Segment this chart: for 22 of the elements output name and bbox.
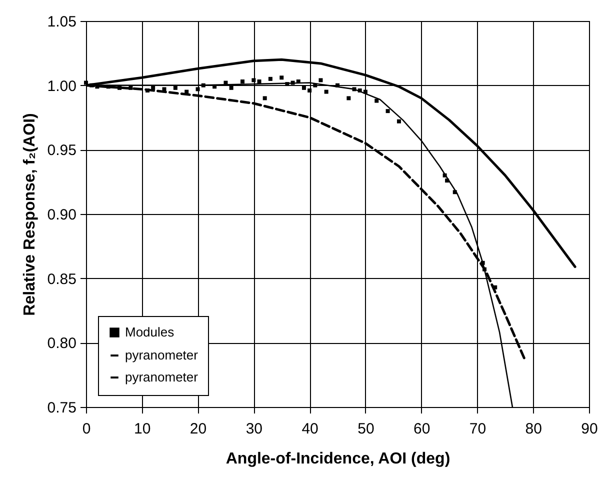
x-tick-label: 50 — [358, 420, 374, 438]
y-tick-label: 0.90 — [47, 206, 76, 224]
x-tick-label: 30 — [246, 420, 263, 438]
x-tick-label: 0 — [82, 420, 91, 438]
y-tick-label: 1.05 — [47, 14, 76, 30]
y-tick-label: 0.80 — [47, 335, 76, 352]
x-axis-title: Angle-of-Incidence, AOI (deg) — [226, 450, 450, 468]
x-tick-label: 90 — [581, 420, 598, 438]
x-tick-label: 40 — [302, 420, 318, 438]
legend-label: Modules — [125, 324, 175, 340]
y-tick-label: 0.75 — [47, 400, 76, 416]
x-tick-label: 60 — [413, 420, 430, 438]
x-tick-label: 20 — [190, 420, 207, 438]
y-axis-title: Relative Response, f₂(AOI) — [21, 113, 38, 316]
legend-label: pyranometer — [125, 370, 199, 384]
y-tick-label: 1.00 — [47, 78, 76, 95]
x-tick-label: 80 — [525, 420, 542, 438]
x-tick-label: 10 — [134, 420, 151, 438]
x-tick-label: 70 — [469, 420, 486, 438]
legend-label: pyranometer — [125, 348, 199, 362]
y-tick-label: 0.85 — [47, 270, 76, 288]
y-tick-label: 0.95 — [47, 142, 76, 160]
